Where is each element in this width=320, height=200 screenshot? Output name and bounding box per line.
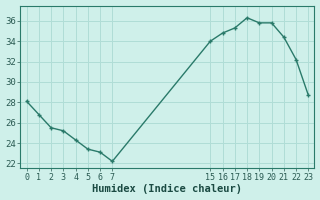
X-axis label: Humidex (Indice chaleur): Humidex (Indice chaleur) bbox=[92, 184, 243, 194]
